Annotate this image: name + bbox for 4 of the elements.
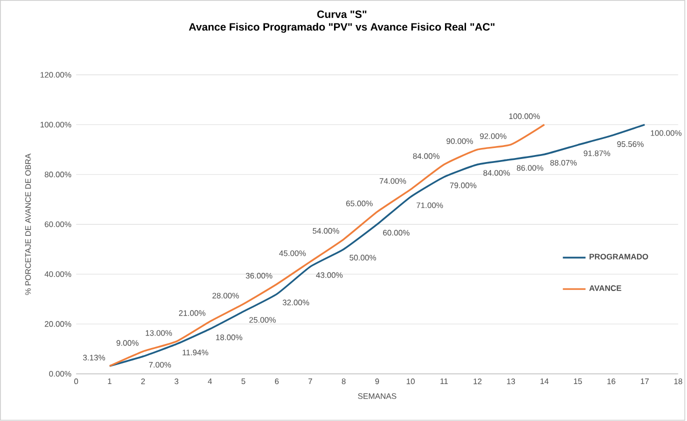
chart-title: Curva "S" [317, 10, 366, 18]
chart-subtitle: Avance Fisico Programado "PV" vs Avance Fisico Real "AC" [188, 22, 494, 33]
line-series [108, 124, 646, 368]
line-series [108, 124, 546, 368]
